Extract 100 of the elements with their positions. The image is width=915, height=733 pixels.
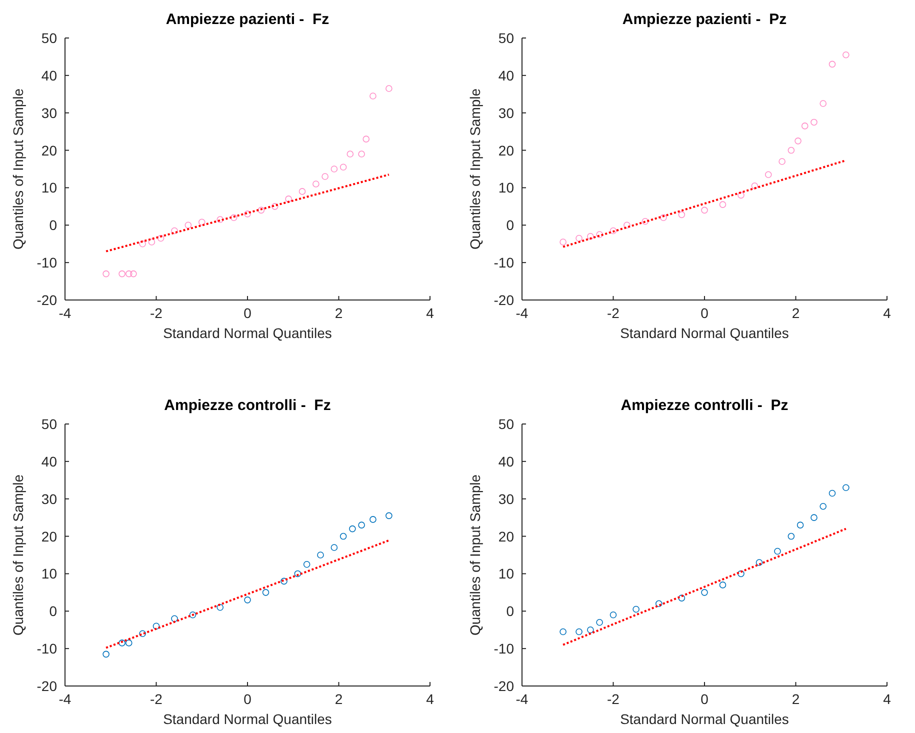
point [820, 100, 827, 107]
point [244, 210, 251, 218]
x-axis-title: Standard Normal Quantiles [163, 711, 332, 727]
y-tick-label: -10 [494, 254, 514, 271]
point [118, 270, 126, 278]
chart-title: Ampiezze pazienti - Pz [622, 11, 787, 28]
point [632, 606, 640, 613]
y-tick-label: 50 [498, 30, 514, 46]
y-tick-label: 30 [498, 490, 514, 507]
point [130, 270, 137, 278]
point [596, 618, 603, 626]
x-axis-title: Standard Normal Quantiles [620, 711, 789, 727]
point [317, 552, 324, 558]
y-tick-label: 10 [41, 180, 58, 196]
point [125, 270, 132, 278]
point [560, 628, 566, 636]
point [370, 92, 376, 100]
point [788, 146, 795, 154]
y-tick-label: 10 [41, 566, 58, 582]
x-tick-label: 4 [883, 691, 892, 707]
point [349, 525, 356, 532]
point [102, 270, 110, 278]
y-tick-label: -20 [36, 678, 58, 694]
point [842, 484, 850, 492]
x-tick-label: 4 [426, 691, 434, 707]
x-axis-title: Standard Normal Quantiles [620, 325, 789, 341]
point [262, 589, 270, 596]
y-tick-label: 20 [41, 142, 58, 158]
point [810, 118, 818, 126]
y-tick-label: 0 [49, 217, 58, 234]
x-tick-label: 2 [334, 691, 343, 707]
y-tick-label: 40 [498, 453, 514, 470]
point [576, 628, 582, 636]
point [362, 136, 370, 142]
y-tick-label: 40 [498, 67, 514, 84]
chart-title: Ampiezze controlli - Pz [620, 397, 788, 414]
point [216, 216, 224, 223]
point [244, 596, 251, 604]
point [271, 203, 278, 210]
y-tick-label: 30 [41, 490, 58, 507]
point [285, 196, 292, 202]
point [312, 180, 320, 188]
point [171, 227, 178, 234]
point [358, 522, 365, 528]
point [719, 201, 726, 208]
x-tick-label: -4 [516, 305, 528, 321]
y-tick-label: 10 [498, 180, 514, 196]
y-tick-label: 40 [41, 67, 58, 84]
y-tick-label: 0 [506, 603, 514, 620]
y-tick-label: -10 [36, 640, 58, 657]
point [610, 227, 617, 234]
point [738, 570, 744, 578]
point [764, 171, 772, 178]
y-tick-label: 30 [41, 104, 58, 121]
point [152, 622, 160, 630]
point [298, 188, 306, 195]
point [184, 222, 192, 229]
point [198, 218, 206, 226]
x-tick-label: 0 [244, 691, 252, 707]
x-tick-label: 4 [883, 305, 892, 321]
y-axis-title: Quantiles of Input Sample [10, 88, 26, 250]
point [610, 611, 617, 618]
x-tick-label: 2 [334, 305, 343, 321]
point [678, 594, 686, 602]
x-tick-label: -4 [516, 691, 528, 707]
point [774, 548, 781, 555]
x-tick-label: -2 [150, 691, 163, 707]
point [596, 231, 603, 238]
point [701, 206, 708, 214]
x-tick-label: 2 [792, 691, 800, 707]
y-tick-label: 50 [498, 416, 514, 432]
point [216, 604, 224, 611]
x-tick-label: -4 [58, 691, 72, 707]
point [624, 222, 630, 229]
y-tick-label: -20 [494, 678, 514, 694]
y-tick-label: 0 [49, 603, 58, 620]
point [386, 512, 392, 520]
x-tick-label: 0 [244, 305, 252, 321]
y-tick-label: -20 [36, 292, 58, 308]
y-tick-label: 20 [498, 528, 514, 544]
y-tick-label: 30 [498, 104, 514, 121]
point [655, 600, 662, 608]
point [587, 232, 594, 240]
y-tick-label: -10 [36, 254, 58, 271]
y-tick-label: 20 [41, 528, 58, 544]
point [189, 611, 196, 618]
point [828, 60, 836, 68]
point [820, 502, 827, 510]
point [340, 532, 347, 540]
point [678, 211, 686, 218]
y-tick-label: -20 [494, 292, 514, 308]
point [842, 51, 850, 58]
point [139, 240, 146, 248]
point [330, 544, 338, 551]
point [358, 150, 365, 158]
point [801, 122, 808, 130]
y-axis-title: Quantiles of Input Sample [467, 88, 483, 250]
point [330, 166, 338, 172]
y-tick-label: -10 [494, 640, 514, 657]
point [560, 238, 566, 246]
